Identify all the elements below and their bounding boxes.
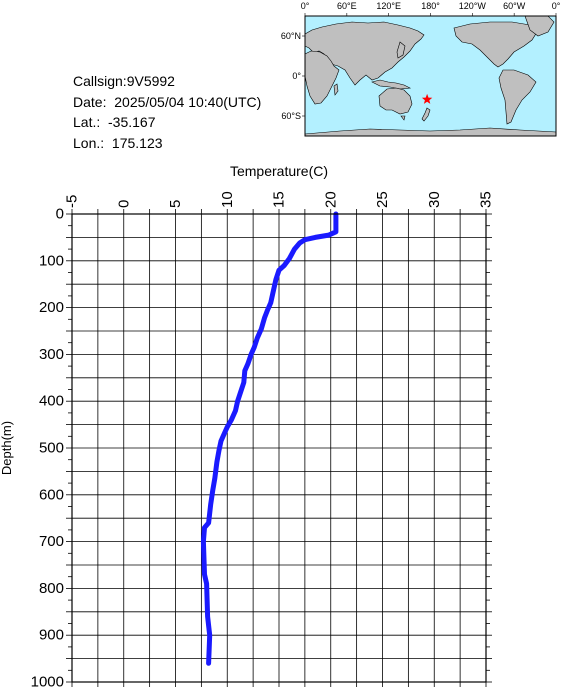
y-axis-label: Depth(m) bbox=[0, 421, 14, 475]
world-map: 0° 60°E 120°E 180° 120°W 60°W 0° 60°N 0° 60°S bbox=[281, 1, 561, 137]
y-tick-label: 0 bbox=[56, 206, 64, 223]
map-land-south-america bbox=[498, 69, 537, 125]
date-text: Date: 2025/05/04 10:40(UTC) bbox=[73, 93, 262, 110]
map-land-new-zealand bbox=[421, 107, 431, 122]
y-tick-labels: 0 100 200 300 400 500 600 700 800 900 1000 bbox=[31, 206, 64, 690]
map-land-north-america bbox=[453, 21, 538, 68]
x-tick-label: 25 bbox=[374, 191, 391, 208]
map-longitude-label: 0° bbox=[552, 1, 561, 11]
map-land-madagascar bbox=[333, 83, 339, 96]
temperature-profile-plot: -5 0 5 10 15 20 25 30 35 01002003004005006007008… bbox=[0, 163, 495, 690]
x-tick-label: 15 bbox=[271, 191, 288, 208]
x-tick-label: 5 bbox=[167, 200, 184, 208]
map-latitude-label: 60°N bbox=[281, 31, 301, 41]
map-land-japan bbox=[396, 41, 406, 59]
station-marker bbox=[421, 93, 433, 104]
plot-frame bbox=[71, 213, 487, 683]
y-tick-label: 900 bbox=[39, 627, 64, 644]
longitude-text: Lon.: 175.123 bbox=[73, 134, 163, 151]
y-tick-label: 1000 bbox=[31, 674, 64, 690]
map-longitude-label: 120°E bbox=[376, 1, 401, 11]
map-longitude-label: 0° bbox=[301, 1, 310, 11]
x-tick-label: -5 bbox=[64, 195, 81, 208]
map-longitude-label: 180° bbox=[421, 1, 440, 11]
latitude-text: Lat.: -35.167 bbox=[73, 114, 156, 130]
map-longitude-label: 60°E bbox=[337, 1, 357, 11]
map-longitude-labels: 0° 60°E 120°E 180° 120°W 60°W 0° bbox=[301, 1, 561, 16]
map-latitude-labels: 60°N 0° 60°S bbox=[281, 31, 305, 121]
map-latitude-label: 0° bbox=[292, 71, 301, 81]
plot-grid bbox=[71, 213, 487, 683]
temperature-profile-line bbox=[200, 211, 339, 666]
y-tick-label: 200 bbox=[39, 299, 64, 316]
map-land-tasmania bbox=[400, 115, 406, 121]
x-axis-label: Temperature(C) bbox=[230, 163, 328, 179]
x-tick-label: 30 bbox=[426, 191, 443, 208]
map-land-indonesia bbox=[371, 79, 412, 90]
map-latitude-label: 60°S bbox=[281, 111, 301, 121]
y-tick-label: 300 bbox=[39, 346, 64, 363]
y-tick-label: 400 bbox=[39, 393, 64, 410]
station-info: Callsign:9V5992 Date: 2025/05/04 10:40(U… bbox=[73, 71, 261, 153]
y-tick-label: 700 bbox=[39, 533, 64, 550]
map-longitude-label: 120°W bbox=[459, 1, 487, 11]
y-tick-label: 100 bbox=[39, 252, 64, 269]
plot-minor-ticks bbox=[66, 209, 492, 687]
map-land-africa bbox=[304, 50, 340, 105]
x-tick-labels: -5 0 5 10 15 20 25 30 35 bbox=[64, 191, 495, 208]
y-tick-label: 800 bbox=[39, 580, 64, 597]
x-tick-label: 35 bbox=[478, 191, 495, 208]
map-longitude-label: 60°W bbox=[503, 1, 526, 11]
map-land-australia bbox=[378, 87, 413, 115]
x-tick-label: 10 bbox=[219, 191, 236, 208]
callsign-text: Callsign:9V5992 bbox=[73, 73, 175, 89]
y-tick-label: 500 bbox=[39, 440, 64, 457]
x-tick-label: 0 bbox=[115, 200, 132, 208]
x-tick-label: 20 bbox=[322, 191, 339, 208]
star-icon bbox=[421, 93, 433, 104]
y-tick-label: 600 bbox=[39, 486, 64, 503]
